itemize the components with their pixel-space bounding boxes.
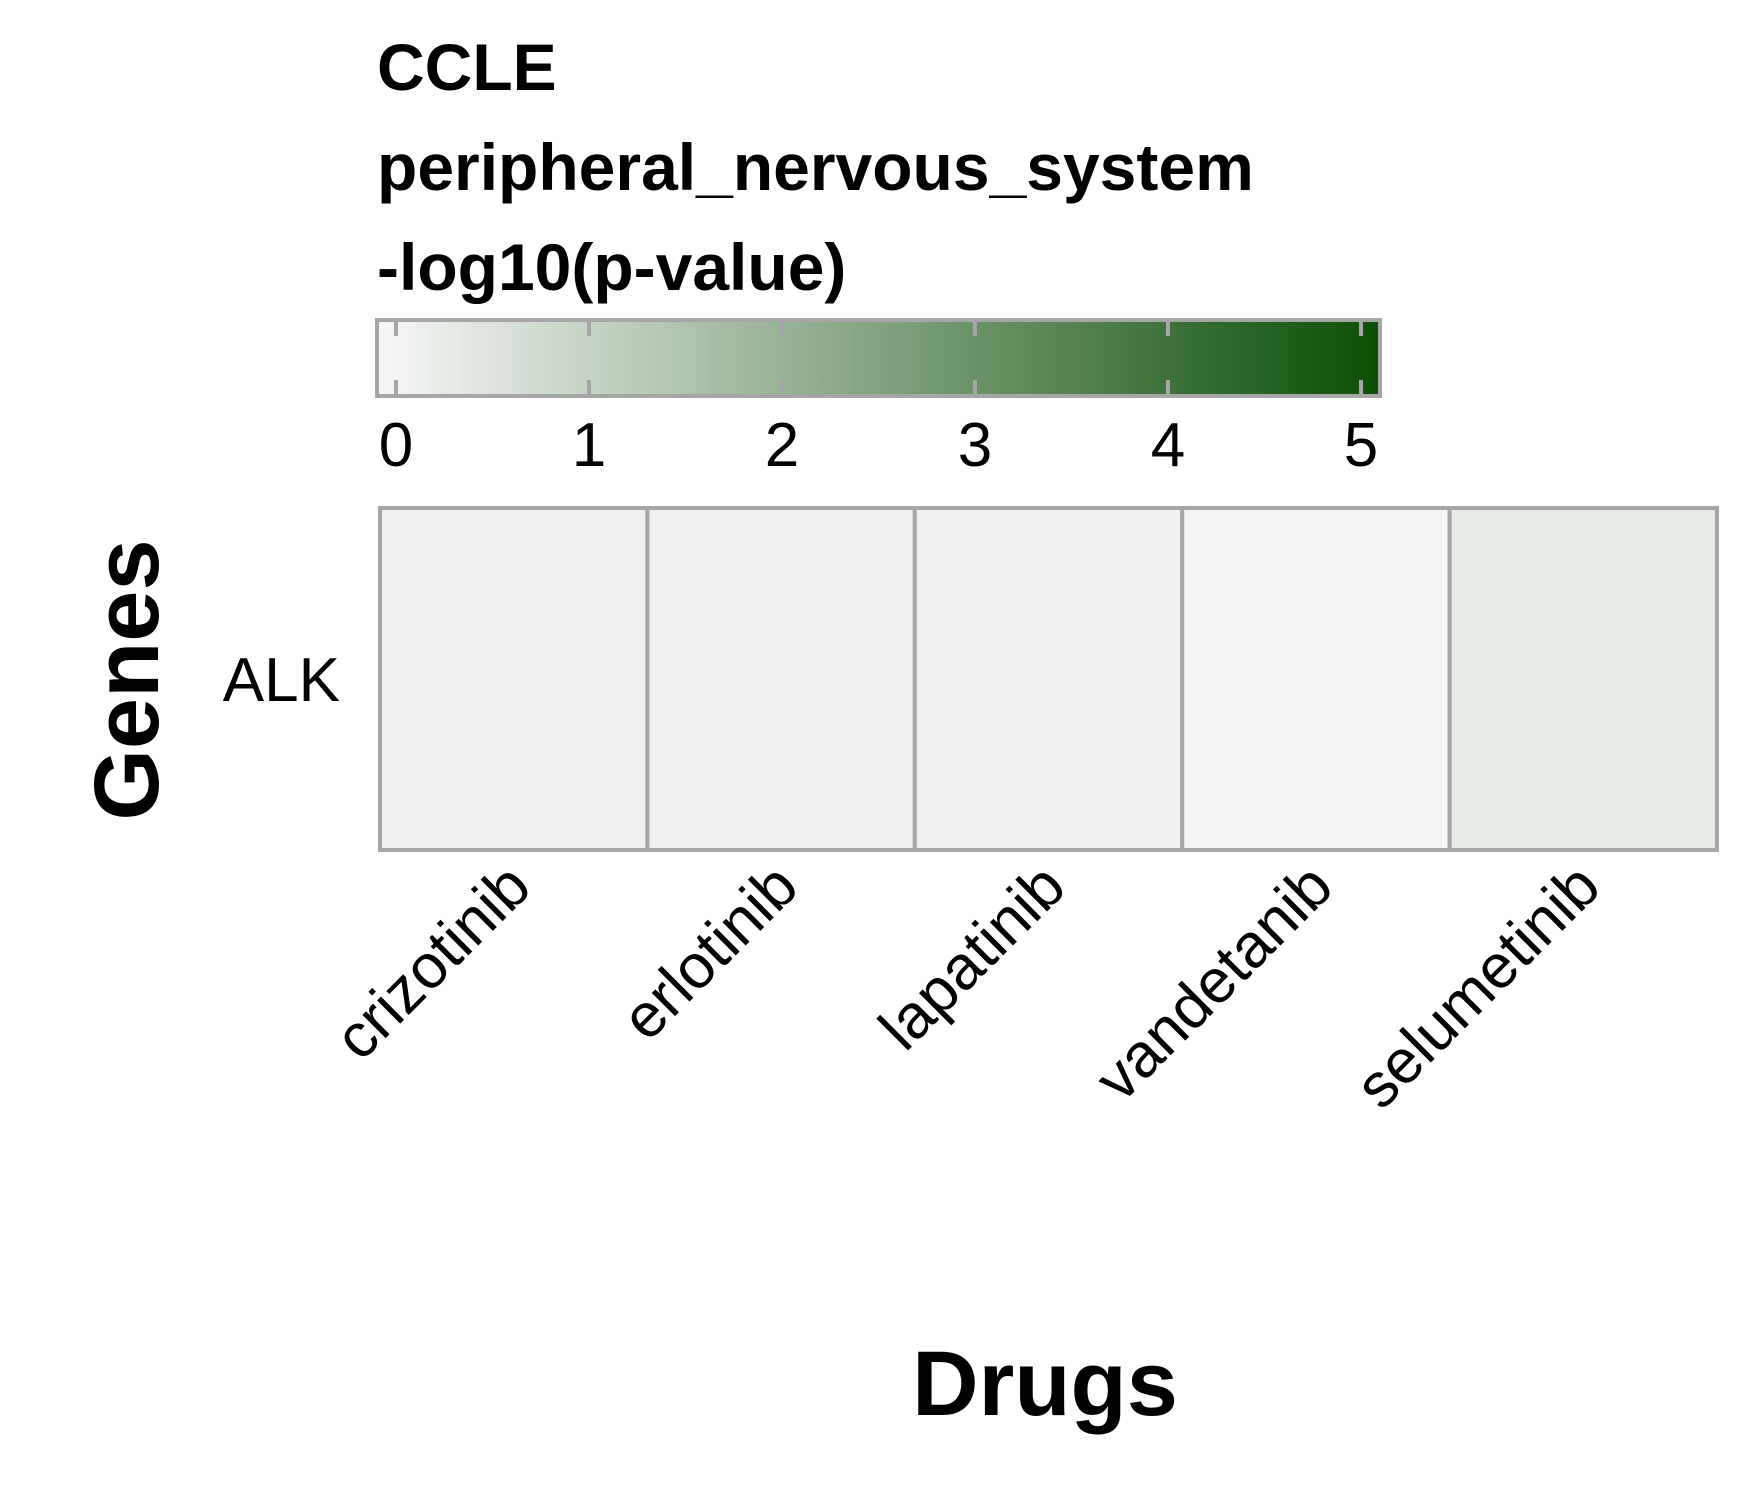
heatmap-cell-ALK-erlotinib (645, 506, 917, 852)
colorbar-tick-label: 5 (1344, 411, 1378, 480)
colorbar-tick-label: 0 (379, 411, 413, 480)
colorbar-gradient (375, 318, 1382, 398)
x-axis-title: Drugs (912, 1333, 1178, 1435)
colorbar: 0 1 2 3 4 5 (375, 318, 1382, 480)
heatmap-cell-ALK-crizotinib (378, 506, 650, 852)
colorbar-tick-label: 1 (572, 411, 606, 480)
column-label: selumetinib (1343, 851, 1614, 1122)
colorbar-ticks: 0 1 2 3 4 5 (379, 322, 1378, 480)
colorbar-tick-label: 2 (765, 411, 799, 480)
y-axis-title: Genes (76, 539, 178, 820)
column-label: crizotinib (322, 851, 544, 1073)
heatmap-cell-ALK-selumetinib (1447, 506, 1719, 852)
column-labels: crizotinib erlotinib lapatinib vandetanibse… (322, 851, 1613, 1122)
column-label: lapatinib (866, 851, 1078, 1063)
heatmap-cell-ALK-lapatinib (912, 506, 1185, 852)
row-labels: ALK (223, 646, 340, 715)
chart-title-line-3: -log10(p-value) (377, 230, 846, 304)
column-label: vandetanib (1082, 851, 1345, 1114)
chart-title-line-1: CCLE (377, 30, 557, 104)
row-label: ALK (223, 646, 340, 715)
heatmap-cells (378, 506, 1719, 852)
colorbar-tick-label: 3 (958, 411, 992, 480)
heatmap-cell-ALK-vandetanib (1180, 506, 1452, 852)
chart-title-line-2: peripheral_nervous_system (377, 130, 1254, 204)
colorbar-tick-label: 4 (1151, 411, 1185, 480)
column-label: erlotinib (609, 851, 811, 1053)
